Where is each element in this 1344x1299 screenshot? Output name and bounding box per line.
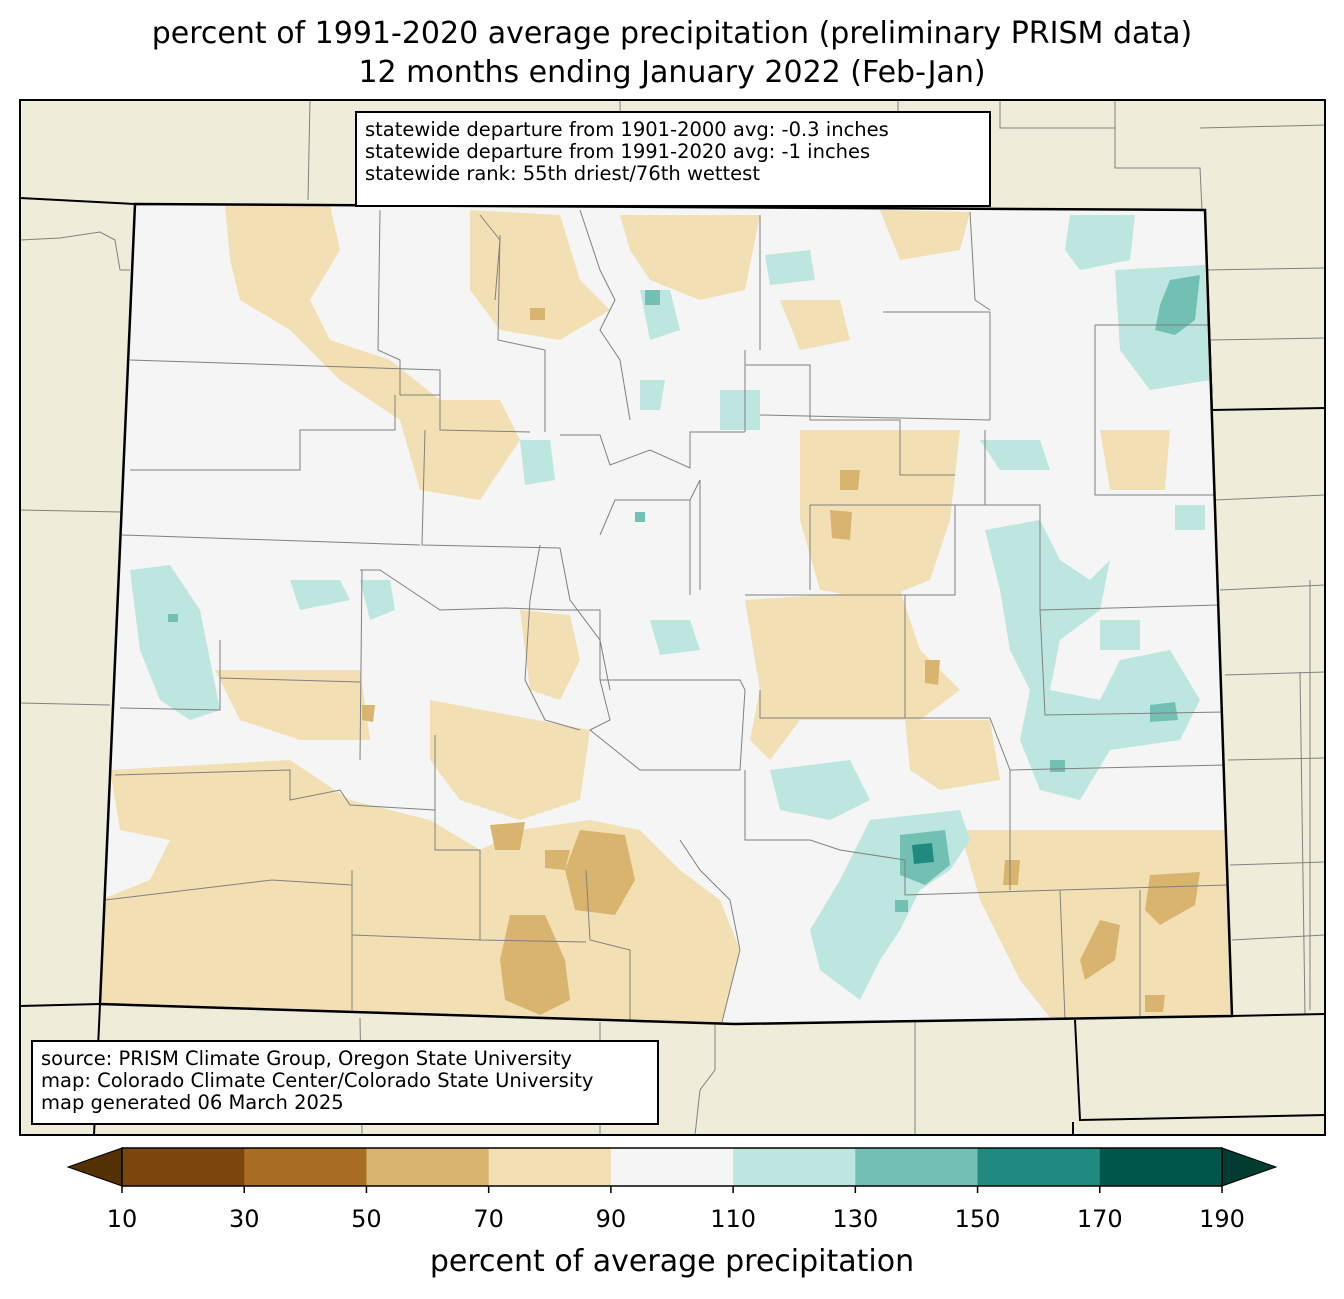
colorbar-over-arrow xyxy=(1221,1147,1278,1187)
colorbar-bin-110-130 xyxy=(733,1148,856,1186)
colorbar-bin-50-70 xyxy=(366,1148,490,1186)
colorbar-tick-label: 10 xyxy=(106,1205,138,1233)
colorbar-tick-label: 170 xyxy=(1076,1205,1123,1233)
stats-departure-1901-2000: statewide departure from 1901-2000 avg: … xyxy=(365,118,889,141)
colorbar-tick-label: 50 xyxy=(351,1205,382,1233)
stats-rank: statewide rank: 55th driest/76th wettest xyxy=(365,162,760,185)
colorbar-tick-label: 150 xyxy=(954,1205,1001,1233)
colorbar-outline xyxy=(121,1147,1223,1187)
colorbar-bin-90-110 xyxy=(610,1148,734,1186)
colorbar-bin-130-150 xyxy=(855,1148,979,1186)
source-credits-box: source: PRISM Climate Group, Oregon Stat… xyxy=(31,1040,659,1125)
map-title-line-1: percent of 1991-2020 average precipitati… xyxy=(151,16,1193,51)
colorbar-bin-170-190 xyxy=(1099,1148,1223,1186)
source-line: source: PRISM Climate Group, Oregon Stat… xyxy=(41,1047,572,1070)
colorbar-tick-label: 30 xyxy=(228,1205,260,1233)
colorbar-tick-label: 110 xyxy=(710,1205,757,1233)
colorbar-tick-label: 130 xyxy=(832,1205,879,1233)
colorado-border xyxy=(98,202,1234,1026)
map-frame xyxy=(19,99,1326,1136)
colorbar-under-arrow xyxy=(66,1147,123,1187)
stats-departure-1991-2020: statewide departure from 1991-2020 avg: … xyxy=(365,140,871,163)
colorbar-tick-label: 190 xyxy=(1199,1205,1245,1233)
colorbar xyxy=(66,1147,1278,1193)
precip-150-170-regions xyxy=(912,843,934,864)
colorbar-bin-70-90 xyxy=(488,1148,612,1186)
map-credit-line: map: Colorado Climate Center/Colorado St… xyxy=(41,1069,594,1092)
precip-50-70-regions xyxy=(362,308,1200,1015)
colorbar-tick-label: 70 xyxy=(473,1205,504,1233)
generated-date-line: map generated 06 March 2025 xyxy=(41,1091,344,1114)
county-lines xyxy=(104,209,1229,1024)
statewide-stats-box: statewide departure from 1901-2000 avg: … xyxy=(355,111,991,207)
precip-130-150-regions xyxy=(168,275,1200,912)
colorbar-bin-10-30 xyxy=(122,1148,245,1186)
colorbar-bin-30-50 xyxy=(244,1148,367,1186)
colorbar-label: percent of average precipitation xyxy=(429,1244,915,1279)
colorbar-tick-label: 90 xyxy=(595,1205,627,1233)
map-title-line-2: 12 months ending January 2022 (Feb-Jan) xyxy=(358,55,986,90)
colorbar-bin-150-170 xyxy=(977,1148,1101,1186)
